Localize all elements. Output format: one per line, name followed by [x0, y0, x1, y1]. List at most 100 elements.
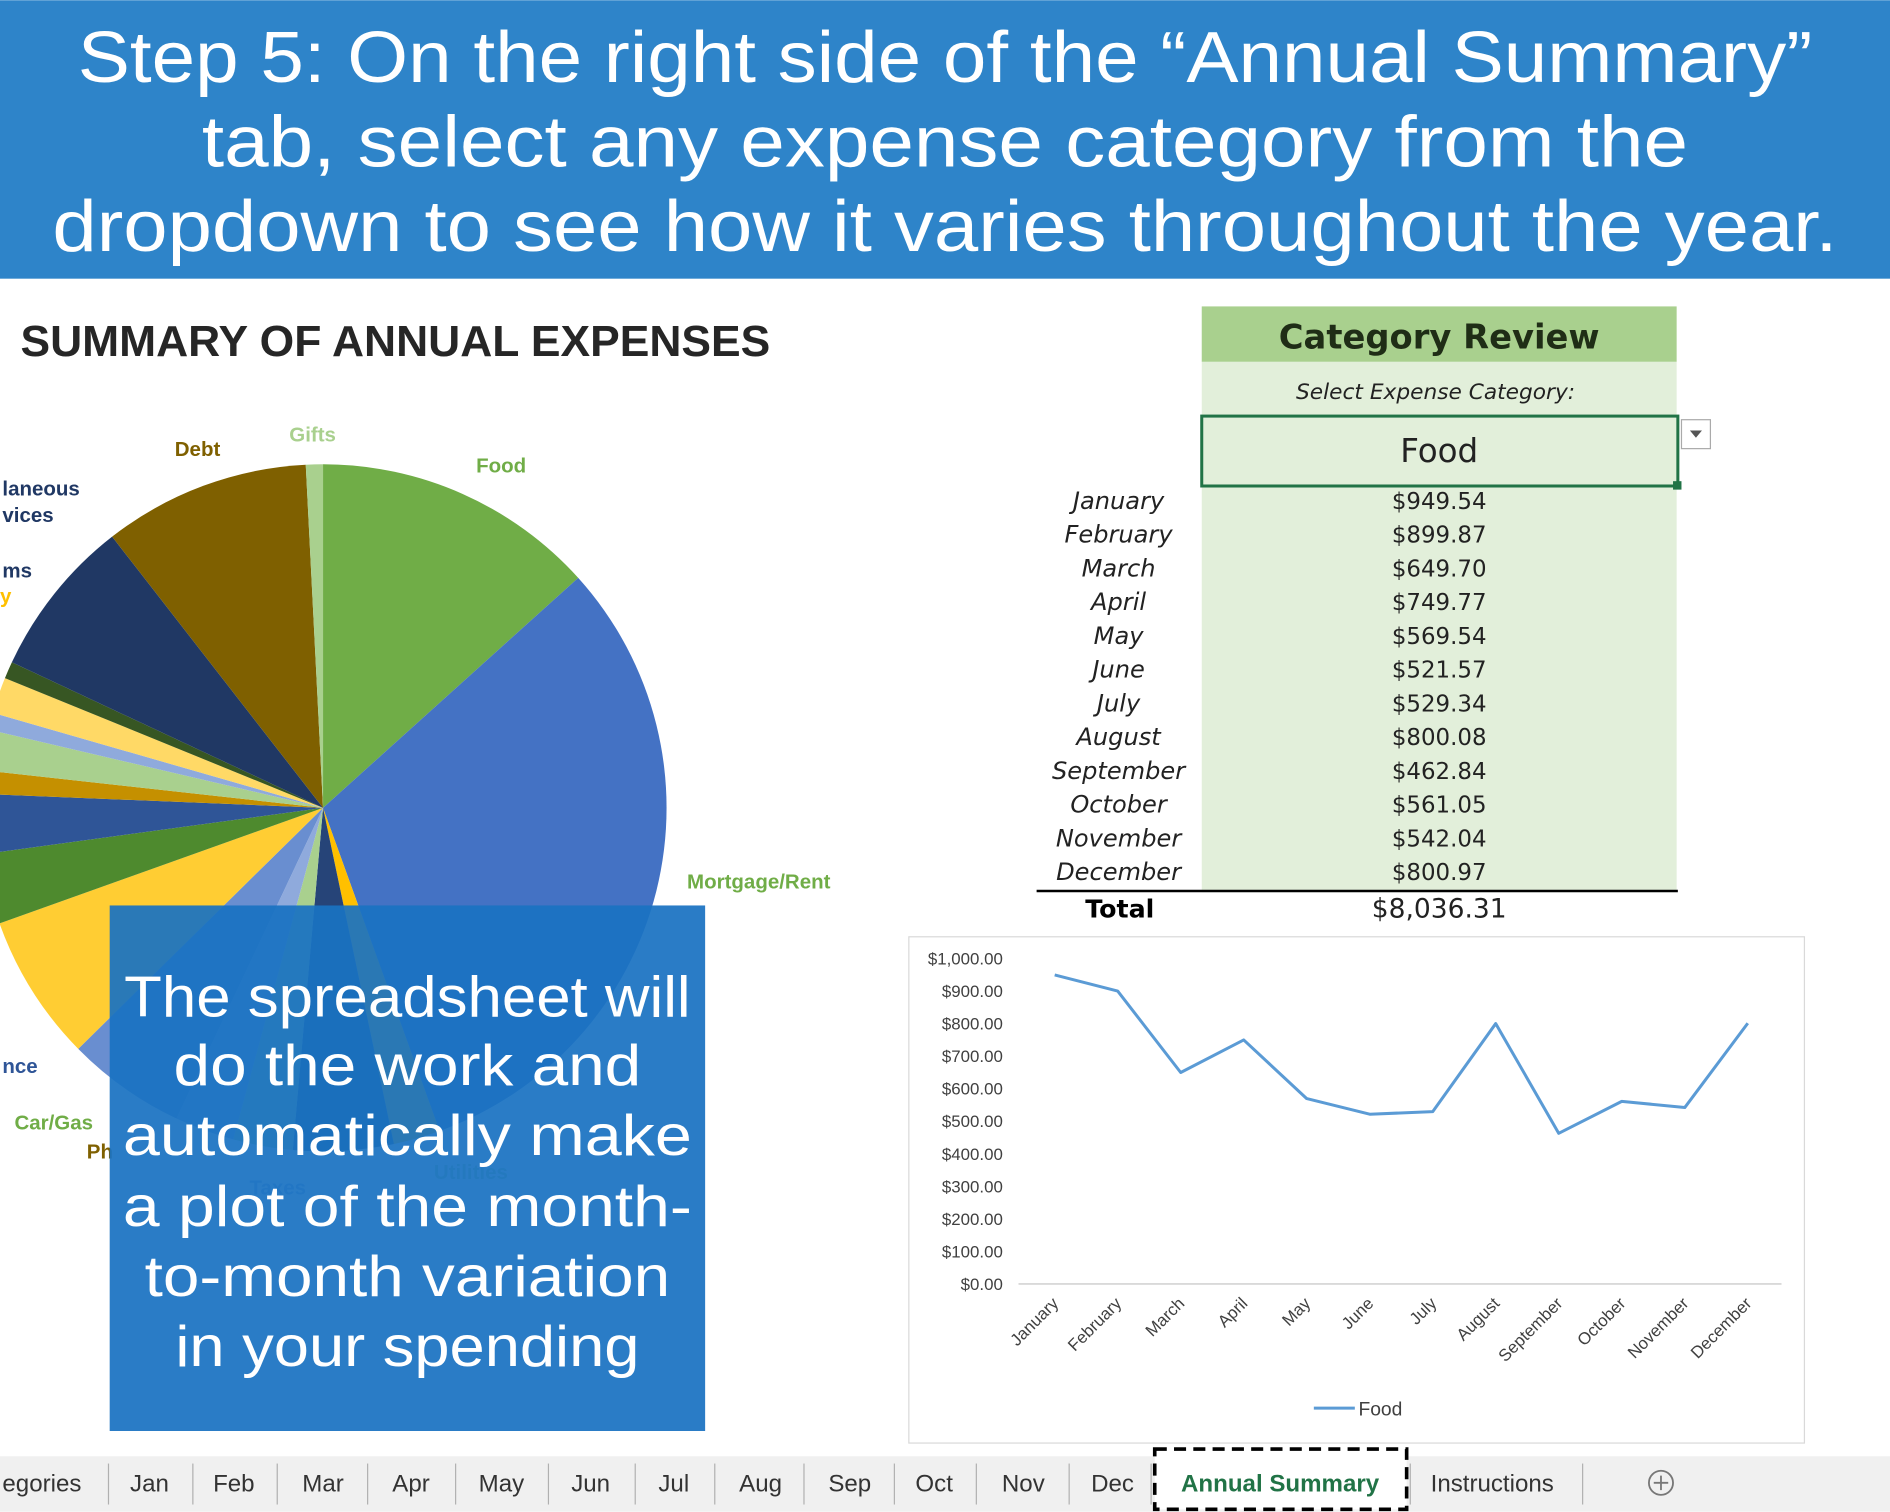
sheet-tab[interactable]: Apr: [392, 1470, 430, 1497]
pie-slice: [0, 678, 324, 808]
sheet-tab[interactable]: Dec: [1091, 1470, 1134, 1497]
review-prompt: Select Expense Category:: [1296, 380, 1575, 405]
add-sheet-button[interactable]: [1648, 1469, 1674, 1496]
month-amount: $899.87: [1392, 523, 1487, 549]
chart-frame: [908, 936, 1806, 1444]
month-label: February: [1065, 521, 1174, 549]
callout-line: a plot of the month-: [123, 1175, 692, 1239]
total-label: Total: [1085, 895, 1154, 924]
sheet-tab[interactable]: Jan: [130, 1470, 169, 1497]
callout-box: [109, 905, 706, 1431]
tab-bar: [0, 1456, 1890, 1512]
pie-label: nce: [2, 1055, 37, 1078]
month-amount: $800.08: [1392, 725, 1487, 751]
chart-title: SUMMARY OF ANNUAL EXPENSES: [20, 318, 770, 366]
active-tab[interactable]: [1152, 1447, 1409, 1512]
banner-background: [0, 0, 1890, 279]
month-amount: $749.77: [1392, 590, 1487, 616]
y-tick-label: $800.00: [942, 1015, 1003, 1034]
sheet-tab[interactable]: Mar: [302, 1470, 344, 1497]
month-amount: $521.57: [1392, 658, 1487, 684]
pie-slice: [0, 732, 324, 808]
total-amount: $8,036.31: [1372, 894, 1507, 925]
month-label: June: [1088, 656, 1144, 684]
sheet-tab[interactable]: Nov: [1002, 1470, 1045, 1497]
banner: Step 5: On the right side of the “Annual…: [0, 0, 1890, 279]
callout-line: to-month variation: [145, 1245, 671, 1309]
y-tick-label: $300.00: [942, 1177, 1003, 1196]
pie-label: Ph: [87, 1141, 113, 1164]
month-label: November: [1056, 824, 1183, 852]
sheet-tab[interactable]: Feb: [213, 1470, 255, 1497]
fill-handle: [1673, 481, 1682, 490]
month-label: January: [1069, 487, 1165, 515]
sheet-tab[interactable]: Aug: [739, 1470, 782, 1497]
callout-line: automatically make: [123, 1104, 692, 1168]
pie-slice: [0, 807, 324, 924]
pie-label: Food: [476, 455, 526, 478]
y-tick-label: $1,000.00: [928, 950, 1003, 969]
month-amount: $529.34: [1392, 691, 1487, 717]
pie-label: Car/Gas: [14, 1112, 93, 1135]
pie-slice: [0, 794, 324, 852]
sheet-tab[interactable]: egories: [2, 1470, 81, 1497]
pie-label: Gifts: [289, 423, 336, 446]
callout-line: The spreadsheet will: [124, 965, 691, 1029]
sheet-tab[interactable]: Jun: [571, 1470, 610, 1497]
pie-label: y: [0, 585, 12, 608]
banner-line: dropdown to see how it varies throughout…: [52, 187, 1837, 267]
y-tick-label: $0.00: [961, 1275, 1003, 1294]
review-header: [1201, 306, 1677, 362]
month-label: September: [1052, 757, 1187, 785]
sheet-tab[interactable]: Annual Summary: [1181, 1470, 1380, 1497]
month-label: July: [1093, 689, 1141, 717]
pie-slice: [0, 772, 324, 808]
selected-cell[interactable]: [1200, 414, 1680, 488]
sheet-tab[interactable]: Oct: [915, 1470, 953, 1497]
month-label: May: [1094, 622, 1145, 650]
month-amount: $462.84: [1392, 759, 1487, 785]
month-label: March: [1082, 554, 1156, 582]
sheet-tab[interactable]: Sep: [828, 1470, 871, 1497]
pie-slice: [323, 464, 579, 808]
sheet-tab[interactable]: Jul: [658, 1470, 689, 1497]
legend-label: Food: [1358, 1399, 1402, 1420]
pie-label: Mortgage/Rent: [687, 871, 831, 894]
dropdown-arrow: [1689, 430, 1702, 438]
month-label: April: [1089, 588, 1146, 616]
callout-line: do the work and: [174, 1034, 642, 1098]
pie-label: laneous: [2, 478, 79, 501]
month-label: August: [1074, 723, 1162, 751]
pie-slice: [4, 662, 324, 808]
pie-label: Debt: [175, 438, 221, 461]
month-amount: $569.54: [1392, 624, 1487, 650]
pie-slice: [11, 536, 324, 808]
banner-line: tab, select any expense category from th…: [202, 103, 1688, 183]
selected-category[interactable]: Food: [1400, 432, 1478, 470]
dropdown-button[interactable]: [1680, 419, 1712, 450]
y-tick-label: $700.00: [942, 1047, 1003, 1066]
month-amount: $800.97: [1392, 860, 1487, 886]
pie-label: vices: [2, 504, 53, 527]
pie-label: ms: [2, 560, 32, 583]
month-amount: $949.54: [1392, 489, 1487, 515]
y-tick-label: $500.00: [942, 1112, 1003, 1131]
sheet-tab[interactable]: Instructions: [1431, 1470, 1554, 1497]
sheet-tab[interactable]: May: [479, 1470, 525, 1497]
y-tick-label: $900.00: [942, 982, 1003, 1001]
banner-line: Step 5: On the right side of the “Annual…: [78, 18, 1813, 98]
data-line: [1054, 973, 1749, 1135]
y-tick-label: $400.00: [942, 1145, 1003, 1164]
month-amount: $649.70: [1392, 556, 1487, 582]
y-tick-label: $100.00: [942, 1242, 1003, 1261]
callout-line: in your spending: [175, 1315, 639, 1379]
line-chart: $0.00 $100.00 $200.00 $300.00 $400.00 $500.00…: [908, 936, 1806, 1444]
y-tick-label: $600.00: [942, 1080, 1003, 1099]
month-amount: $542.04: [1392, 826, 1487, 852]
month-label: December: [1056, 858, 1183, 886]
add-sheet-plus: [1653, 1475, 1669, 1491]
pie-slice: [112, 464, 324, 808]
review-title: Category Review: [1279, 318, 1600, 357]
